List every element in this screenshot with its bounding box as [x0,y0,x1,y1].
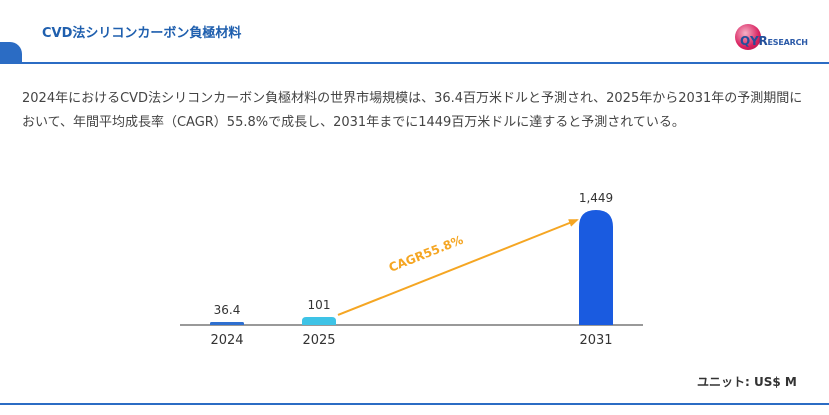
unit-label: ユニット: US$ M [697,375,797,389]
tick-label-2024: 2024 [210,333,243,348]
page-title: CVD法シリコンカーボン負極材料 [42,26,242,41]
brand-logo-rest: ESEARCH [767,38,808,47]
header-accent-tab [0,42,22,64]
tick-label-2031: 2031 [579,333,612,348]
footer-divider [0,403,829,405]
brand-logo: QYRESEARCH [732,22,822,58]
globe-icon [735,24,761,50]
value-label-2024: 36.4 [214,303,241,317]
bar-2031 [579,210,613,325]
value-label-2025: 101 [308,298,331,312]
cagr-arrow [337,219,579,316]
market-description: 2024年におけるCVD法シリコンカーボン負極材料の世界市場規模は、36.4百万… [22,91,803,130]
header-divider [22,62,829,64]
value-label-2031: 1,449 [579,191,613,205]
bar-2025 [302,316,336,325]
brand-logo-text: QYRESEARCH [740,34,808,48]
tick-label-2025: 2025 [302,333,335,348]
page-header: CVD法シリコンカーボン負極材料 QYRESEARCH [0,0,829,68]
bar-2024 [210,322,244,325]
brand-logo-main: QYR [740,34,768,48]
